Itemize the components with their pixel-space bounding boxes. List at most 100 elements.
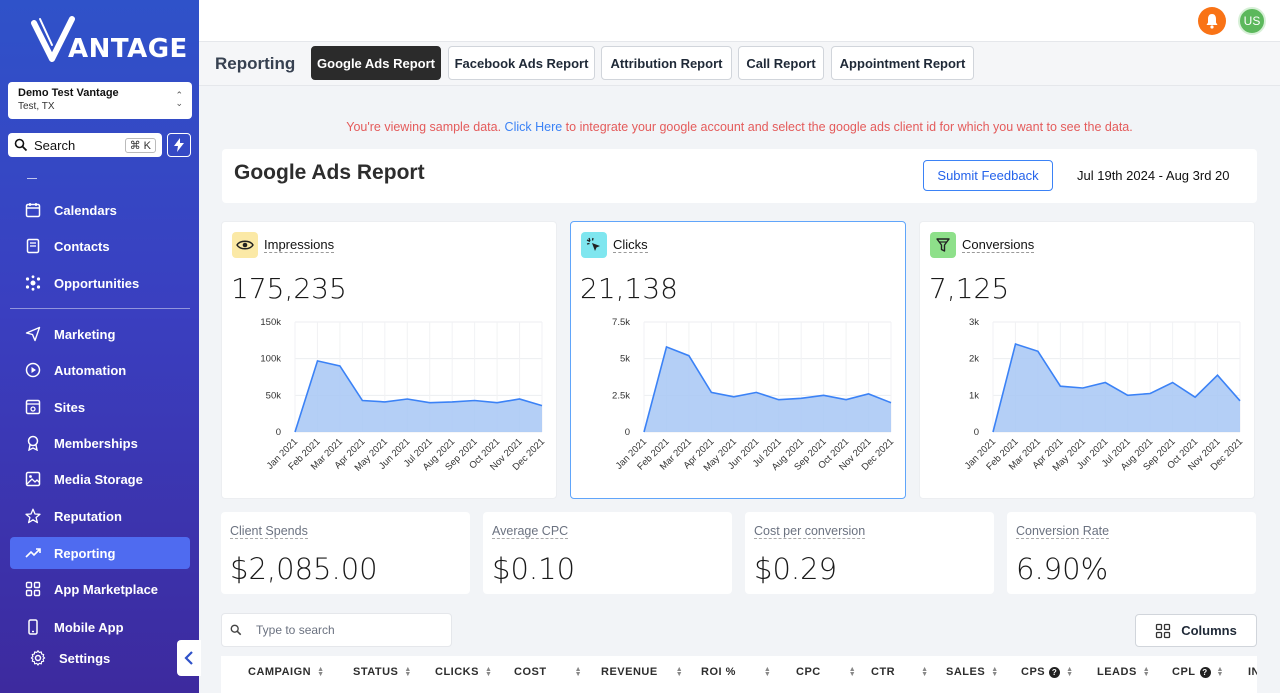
y-tick-label: 0 <box>625 427 630 438</box>
sidebar-item-label: Reporting <box>54 545 116 561</box>
sidebar-item-label: App Marketplace <box>54 581 159 597</box>
image-icon <box>24 470 42 488</box>
sidebar-item-media-storage[interactable]: Media Storage <box>10 463 190 495</box>
conversion-rate-card: Conversion Rate 6.90% <box>1007 512 1256 594</box>
y-tick-label: 3k <box>969 317 979 328</box>
tab-facebook-ads-report[interactable]: Facebook Ads Report <box>448 46 595 80</box>
cost-per-conversion-card: Cost per conversion $0.29 <box>745 512 994 594</box>
date-range-picker[interactable]: Jul 19th 2024 - Aug 3rd 20 <box>1077 168 1230 183</box>
cursor-click-icon <box>581 232 607 258</box>
clicks-card[interactable]: Clicks 21,138 7.5k 5k 2.5k 0 Jan 2021 Feb 202… <box>570 221 906 499</box>
sidebar-item-mobile-app[interactable]: Mobile App <box>10 611 190 643</box>
chevron-up-down-icon: ⌃ ⌄ <box>175 90 183 108</box>
sidebar-item-calendars[interactable]: Calendars <box>10 194 190 226</box>
th-label: CPC <box>796 666 821 678</box>
th-roi[interactable]: ROI % ▲ ▼ <box>701 666 771 678</box>
sort-icon: ▲ ▼ <box>991 666 999 678</box>
tab-google-ads-report[interactable]: Google Ads Report <box>311 46 441 80</box>
th-cpc[interactable]: CPC ▲ ▼ <box>796 666 856 678</box>
sidebar-item-contacts[interactable]: Contacts <box>10 230 190 262</box>
help-icon[interactable]: ? <box>1199 666 1211 678</box>
account-switcher[interactable]: Demo Test Vantage Test, TX ⌃ ⌄ <box>8 82 192 119</box>
sidebar-item-label: Calendars <box>54 202 117 218</box>
tab-appointment-report[interactable]: Appointment Report <box>831 46 974 80</box>
sidebar-item-opportunities[interactable]: Opportunities <box>10 267 190 299</box>
sidebar-item-memberships[interactable]: Memberships <box>10 427 190 459</box>
th-in[interactable]: IN <box>1248 666 1257 678</box>
impressions-value: 175,235 <box>231 272 347 305</box>
th-sales[interactable]: SALES ▲ ▼ <box>946 666 999 678</box>
logo-text: ANTAGE <box>68 34 188 64</box>
th-clicks[interactable]: CLICKS ▲ ▼ <box>435 666 492 678</box>
collapse-sidebar-button[interactable] <box>177 640 201 676</box>
vantage-logo[interactable]: ANTAGE <box>30 12 188 68</box>
account-location: Test, TX <box>18 101 55 112</box>
help-icon[interactable]: ? <box>1049 666 1061 678</box>
columns-button[interactable]: Columns <box>1135 614 1257 647</box>
gear-icon <box>29 649 47 667</box>
th-label: CPL <box>1172 666 1196 678</box>
table-search-input[interactable] <box>256 623 426 637</box>
stat-value: 6.90% <box>1016 552 1109 586</box>
th-cost[interactable]: COST ▲ ▼ <box>514 666 582 678</box>
notifications-button[interactable] <box>1198 7 1226 35</box>
conversions-value: 7,125 <box>929 272 1010 305</box>
user-avatar[interactable]: US <box>1238 7 1266 35</box>
sort-icon: ▲ ▼ <box>404 666 412 678</box>
th-leads[interactable]: LEADS ▲ ▼ <box>1097 666 1150 678</box>
columns-label: Columns <box>1181 623 1237 638</box>
stat-value: $0.10 <box>492 552 576 586</box>
th-status[interactable]: STATUS ▲ ▼ <box>353 666 412 678</box>
opportunities-icon <box>24 274 42 292</box>
sidebar-item-automation[interactable]: Automation <box>10 354 190 386</box>
sidebar-search[interactable]: Search ⌘ K <box>8 133 162 157</box>
notice-prefix: You're viewing sample data. <box>346 120 505 134</box>
lightning-icon <box>174 138 184 152</box>
sidebar-item-settings[interactable]: Settings <box>10 642 190 674</box>
th-ctr[interactable]: CTR ▲ ▼ <box>871 666 929 678</box>
th-cps[interactable]: CPS? ▲ ▼ <box>1021 666 1074 678</box>
sidebar-item-label: Reputation <box>54 508 122 524</box>
sidebar: ANTAGE Demo Test Vantage Test, TX ⌃ ⌄ Sea… <box>0 0 201 693</box>
sidebar-item-reporting[interactable]: Reporting <box>10 537 190 569</box>
sidebar-item-sites[interactable]: Sites <box>10 391 190 423</box>
th-label: IN <box>1248 666 1257 678</box>
y-tick-label: 0 <box>276 427 281 438</box>
mobile-icon <box>24 618 42 636</box>
series-line <box>992 342 1241 433</box>
top-bar: US <box>199 0 1280 42</box>
th-label: LEADS <box>1097 666 1137 678</box>
y-tick-label: 100k <box>260 354 281 365</box>
tab-call-report[interactable]: Call Report <box>738 46 824 80</box>
th-label: REVENUE <box>601 666 658 678</box>
stat-label: Average CPC <box>492 524 569 539</box>
conversions-label: Conversions <box>962 237 1035 253</box>
quick-action-button[interactable] <box>167 133 191 157</box>
sidebar-item-label: Marketing <box>54 326 116 342</box>
sidebar-item-reputation[interactable]: Reputation <box>10 500 190 532</box>
submit-feedback-button[interactable]: Submit Feedback <box>923 160 1053 191</box>
sidebar-item-marketing[interactable]: Marketing <box>10 318 190 350</box>
contacts-icon <box>24 237 42 255</box>
th-cpl[interactable]: CPL? ▲ ▼ <box>1172 666 1224 678</box>
impressions-card[interactable]: Impressions 175,235 150k 100k 50k 0 Jan 2021… <box>221 221 557 499</box>
integrate-link[interactable]: Click Here <box>504 120 563 134</box>
sidebar-item-label: Contacts <box>54 238 110 254</box>
th-label: CTR <box>871 666 896 678</box>
table-search[interactable] <box>221 613 452 647</box>
th-campaign[interactable]: CAMPAIGN ▲ ▼ <box>248 666 325 678</box>
page-title: Reporting <box>215 54 296 73</box>
y-tick-label: 50k <box>266 390 282 401</box>
y-tick-label: 150k <box>260 317 281 328</box>
stat-label: Conversion Rate <box>1016 524 1110 539</box>
th-label: SALES <box>946 666 986 678</box>
series-area <box>295 360 542 432</box>
sidebar-item-label: Sites <box>54 399 86 415</box>
tab-attribution-report[interactable]: Attribution Report <box>601 46 732 80</box>
series-line <box>643 345 892 433</box>
conversions-card[interactable]: Conversions 7,125 3k 2k 1k 0 Jan 2021 Feb 202… <box>919 221 1255 499</box>
th-revenue[interactable]: REVENUE ▲ ▼ <box>601 666 683 678</box>
sidebar-item-app-marketplace[interactable]: App Marketplace <box>10 573 190 605</box>
series-line <box>294 359 543 433</box>
th-label: ROI % <box>701 666 736 678</box>
